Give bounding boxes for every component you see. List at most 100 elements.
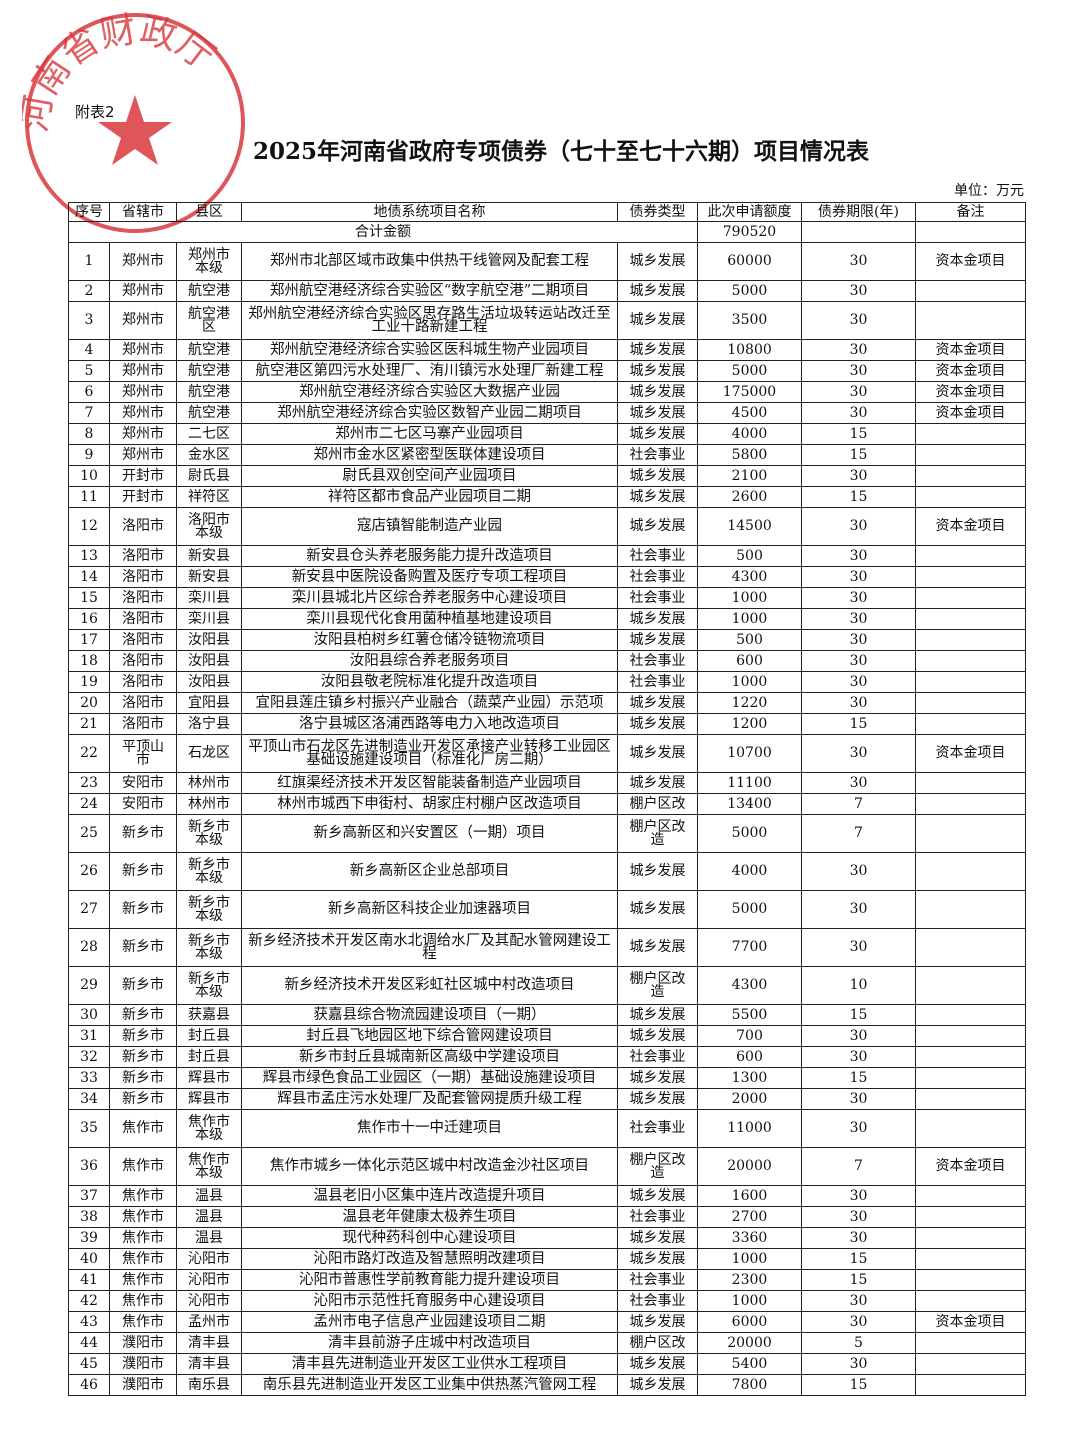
cell-term: 15 [801,1067,916,1089]
cell-type: 城乡发展 [617,928,698,967]
table-row: 38 焦作市 温县 温县老年健康太极养生项目 社会事业 2700 30 [68,1206,1026,1228]
cell-type: 城乡发展 [617,629,698,651]
column-header: 县区 [176,202,242,222]
cell-note [915,545,1026,567]
cell-type: 城乡发展 [617,1248,698,1270]
cell-county: 郑州市本级 [176,242,242,281]
cell-county: 栾川县 [176,587,242,609]
cell-type: 城乡发展 [617,507,698,546]
cell-note [915,1109,1026,1148]
cell-county: 辉县市 [176,1088,242,1110]
page-title: 2025年河南省政府专项债券（七十至七十六期）项目情况表 [252,138,869,165]
cell-city: 郑州市 [109,402,177,424]
table-row: 2 郑州市 航空港 郑州航空港经济综合实验区“数字航空港”二期项目 城乡发展 5000 30 [68,280,1026,302]
cell-note: 资本金项目 [915,339,1026,361]
header-row: 序号 省辖市 县区 地债系统项目名称 债券类型 此次申请额度 债券期限(年) 备注 [68,202,1026,222]
cell-county: 汝阳县 [176,650,242,672]
cell-city: 洛阳市 [109,713,177,735]
cell-note [915,423,1026,445]
cell-amount: 5000 [697,360,802,382]
cell-county: 南乐县 [176,1374,242,1396]
cell-city: 新乡市 [109,928,177,967]
cell-county: 洛阳市本级 [176,507,242,546]
cell-type: 社会事业 [617,1109,698,1148]
cell-city: 新乡市 [109,966,177,1005]
cell-note [915,1025,1026,1047]
cell-county: 航空港 [176,339,242,361]
cell-note [915,814,1026,853]
cell-amount: 1300 [697,1067,802,1089]
cell-amount: 6000 [697,1311,802,1333]
cell-term: 30 [801,280,916,302]
cell-county: 温县 [176,1185,242,1207]
cell-note [915,692,1026,714]
table-row: 9 郑州市 金水区 郑州市金水区紧密型医联体建设项目 社会事业 5800 15 [68,444,1026,466]
cell-amount: 4500 [697,402,802,424]
cell-seq: 22 [68,734,110,773]
annex-label: 附表2 [75,103,115,121]
unit-label: 单位：万元 [954,183,1024,199]
table-row: 18 洛阳市 汝阳县 汝阳县综合养老服务项目 社会事业 600 30 [68,650,1026,672]
cell-city: 洛阳市 [109,650,177,672]
table-row: 40 焦作市 沁阳市 沁阳市路灯改造及智慧照明改建项目 城乡发展 1000 15 [68,1248,1026,1270]
cell-type: 社会事业 [617,566,698,588]
cell-county: 二七区 [176,423,242,445]
cell-amount: 11100 [697,772,802,794]
cell-city: 新乡市 [109,1046,177,1068]
cell-type: 社会事业 [617,444,698,466]
cell-term: 30 [801,566,916,588]
cell-term: 30 [801,545,916,567]
cell-seq: 5 [68,360,110,382]
cell-term: 15 [801,444,916,466]
cell-amount: 1200 [697,713,802,735]
cell-county: 新安县 [176,566,242,588]
cell-seq: 12 [68,507,110,546]
cell-name: 栾川县城北片区综合养老服务中心建设项目 [241,587,618,609]
cell-county: 清丰县 [176,1332,242,1354]
cell-seq: 3 [68,301,110,340]
cell-note: 资本金项目 [915,507,1026,546]
project-table: 序号 省辖市 县区 地债系统项目名称 债券类型 此次申请额度 债券期限(年) 备注 合计金额 … [68,202,1026,1396]
cell-term: 7 [801,814,916,853]
cell-city: 开封市 [109,465,177,487]
cell-type: 城乡发展 [617,692,698,714]
cell-term: 30 [801,507,916,546]
table-row: 17 洛阳市 汝阳县 汝阳县柏树乡红薯仓储冷链物流项目 城乡发展 500 30 [68,629,1026,651]
cell-amount: 4300 [697,566,802,588]
cell-seq: 28 [68,928,110,967]
cell-type: 城乡发展 [617,402,698,424]
cell-note: 资本金项目 [915,381,1026,403]
cell-note [915,465,1026,487]
cell-name: 红旗渠经济技术开发区智能装备制造产业园项目 [241,772,618,794]
cell-term: 30 [801,608,916,630]
cell-city: 平顶山市 [109,734,177,773]
cell-note [915,928,1026,967]
cell-type: 城乡发展 [617,339,698,361]
total-note [915,221,1026,243]
cell-seq: 46 [68,1374,110,1396]
cell-note [915,486,1026,508]
cell-seq: 29 [68,966,110,1005]
cell-type: 棚户区改造 [617,814,698,853]
cell-amount: 3360 [697,1227,802,1249]
table-row: 37 焦作市 温县 温县老旧小区集中连片改造提升项目 城乡发展 1600 30 [68,1185,1026,1207]
cell-county: 辉县市 [176,1067,242,1089]
table-row: 7 郑州市 航空港 郑州航空港经济综合实验区数智产业园二期项目 城乡发展 4500 30 资本… [68,402,1026,424]
table-row: 8 郑州市 二七区 郑州市二七区马寨产业园项目 城乡发展 4000 15 [68,423,1026,445]
cell-name: 林州市城西下申街村、胡家庄村棚户区改造项目 [241,793,618,815]
cell-name: 宜阳县莲庄镇乡村振兴产业融合（蔬菜产业园）示范项 [241,692,618,714]
cell-city: 洛阳市 [109,629,177,651]
cell-seq: 44 [68,1332,110,1354]
table-row: 36 焦作市 焦作市本级 焦作市城乡一体化示范区城中村改造金沙社区项目 棚户区改造 200… [68,1147,1026,1186]
cell-type: 城乡发展 [617,1374,698,1396]
cell-city: 濮阳市 [109,1374,177,1396]
table-row: 39 焦作市 温县 现代种药科创中心建设项目 城乡发展 3360 30 [68,1227,1026,1249]
cell-seq: 41 [68,1269,110,1291]
cell-amount: 1000 [697,587,802,609]
cell-type: 社会事业 [617,650,698,672]
table-row: 24 安阳市 林州市 林州市城西下申街村、胡家庄村棚户区改造项目 棚户区改 13400 7 [68,793,1026,815]
cell-term: 15 [801,1004,916,1026]
cell-county: 栾川县 [176,608,242,630]
cell-county: 宜阳县 [176,692,242,714]
cell-term: 30 [801,1109,916,1148]
